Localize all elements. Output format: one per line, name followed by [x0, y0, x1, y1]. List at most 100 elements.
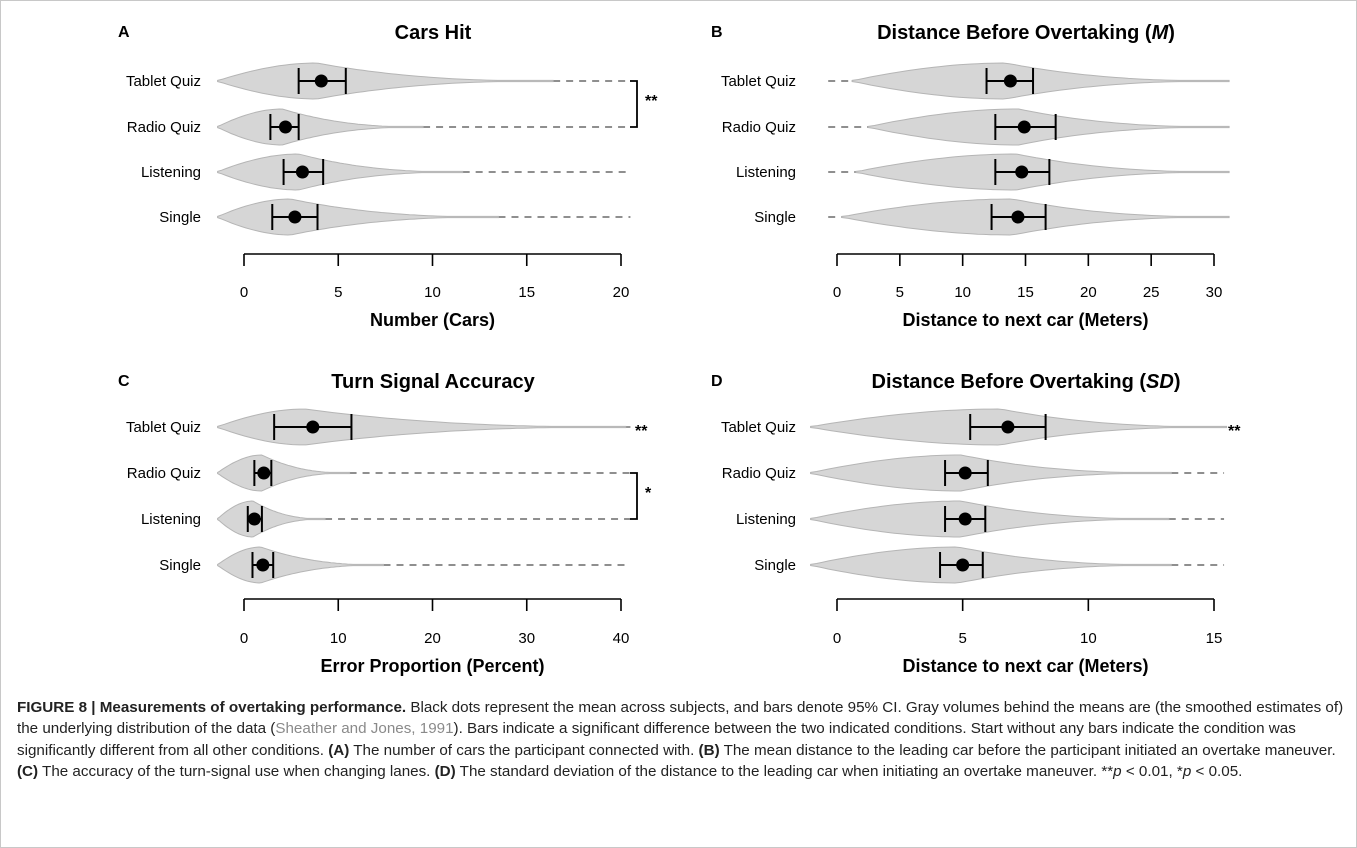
violin-shape [810, 546, 1172, 584]
significance-bracket [630, 472, 638, 520]
row-listening: Listening [141, 500, 631, 538]
category-label: Single [754, 209, 796, 226]
caption-b-label: (B) [698, 741, 720, 759]
caption-b-text: The mean distance to the leading car bef… [719, 741, 1336, 759]
row-listening: Listening [736, 500, 1225, 538]
x-tick-label: 0 [240, 284, 248, 301]
caption-c-text: The accuracy of the turn-signal use when… [38, 763, 435, 781]
x-tick-label: 10 [424, 284, 441, 301]
chart-title-italic: M [1152, 22, 1170, 44]
category-label: Radio Quiz [722, 119, 796, 136]
caption-p-symbol-2: p [1182, 763, 1192, 781]
panel-letter: B [711, 24, 723, 41]
category-label: Tablet Quiz [126, 73, 201, 90]
chart-title-text: Distance Before Overtaking ( [877, 22, 1152, 44]
x-tick-label: 15 [1206, 630, 1223, 647]
violin-shape [217, 500, 326, 538]
mean-point [306, 420, 320, 434]
x-tick-label: 20 [424, 630, 441, 647]
row-tablet-quiz: Tablet Quiz [126, 62, 631, 100]
caption-d-label: (D) [434, 763, 456, 781]
chart-title: Turn Signal Accuracy [331, 371, 535, 393]
category-label: Listening [736, 164, 796, 181]
mean-point [295, 165, 309, 179]
category-label: Radio Quiz [722, 465, 796, 482]
mean-point [256, 558, 270, 572]
row-radio-quiz: Radio Quiz [722, 454, 1225, 492]
row-radio-quiz: Radio Quiz [127, 108, 631, 146]
row-radio-quiz: Radio Quiz [127, 454, 631, 492]
category-label: Tablet Quiz [721, 73, 796, 90]
mean-point [288, 210, 302, 224]
x-tick-label: 10 [1080, 630, 1097, 647]
x-tick-label: 5 [958, 630, 966, 647]
violin-shape [217, 546, 384, 584]
chart-title-end: ) [1168, 22, 1175, 44]
caption-p-text-2: < 0.05. [1191, 763, 1243, 781]
chart-panel-a: A Cars Hit Tablet Quiz Radio Quiz Listening S… [118, 22, 658, 330]
row-tablet-quiz: Tablet Quiz [721, 408, 1228, 446]
category-label: Single [754, 557, 796, 574]
significance-stars: ** [645, 93, 658, 110]
mean-point [1003, 74, 1017, 88]
row-tablet-quiz: Tablet Quiz [126, 408, 631, 446]
mean-point [958, 466, 972, 480]
x-tick-label: 15 [1017, 284, 1034, 301]
chart-title: Distance Before Overtaking (SD) [872, 371, 1181, 393]
figure-caption: FIGURE 8 | Measurements of overtaking pe… [17, 697, 1347, 783]
chart-title-text: Cars Hit [395, 22, 472, 44]
x-axis-label: Number (Cars) [370, 310, 495, 330]
panel-letter: D [711, 373, 723, 390]
row-single: Single [159, 198, 631, 236]
x-tick-label: 30 [1206, 284, 1223, 301]
caption-reference-link[interactable]: Sheather and Jones, 1991 [275, 720, 454, 738]
chart-title: Distance Before Overtaking (M) [877, 22, 1175, 44]
significance-stars: ** [635, 423, 648, 440]
violin-shape [217, 454, 351, 492]
violin-shape [810, 454, 1172, 492]
category-label: Listening [736, 511, 796, 528]
category-label: Radio Quiz [127, 119, 201, 136]
mean-point [958, 512, 972, 526]
chart-title-text: Distance Before Overtaking ( [872, 371, 1147, 393]
category-label: Single [159, 557, 201, 574]
chart-title: Cars Hit [395, 22, 472, 44]
chart-title-text: Turn Signal Accuracy [331, 371, 535, 393]
chart-title-end: ) [1174, 371, 1181, 393]
row-listening: Listening [736, 153, 1230, 191]
chart-panel-c: C Turn Signal Accuracy Tablet Quiz Radio Qu… [118, 371, 652, 676]
x-tick-label: 40 [613, 630, 630, 647]
category-label: Radio Quiz [127, 465, 201, 482]
violin-shape [851, 62, 1230, 100]
panel-letter: C [118, 373, 130, 390]
chart-title-italic: SD [1146, 371, 1174, 393]
category-label: Single [159, 209, 201, 226]
mean-point [1015, 165, 1029, 179]
mean-point [278, 120, 292, 134]
mean-point [1017, 120, 1031, 134]
row-radio-quiz: Radio Quiz [722, 108, 1230, 146]
caption-p-text-1: < 0.01, * [1121, 763, 1183, 781]
significance-bracket [630, 80, 638, 128]
row-tablet-quiz: Tablet Quiz [721, 62, 1230, 100]
mean-point [1011, 210, 1025, 224]
category-label: Tablet Quiz [721, 419, 796, 436]
caption-text-2: ). Bars indicate a significant differenc… [17, 720, 1296, 759]
x-axis-label: Distance to next car (Meters) [902, 310, 1148, 330]
category-label: Listening [141, 164, 201, 181]
violin-shape [217, 198, 499, 236]
x-tick-label: 15 [518, 284, 535, 301]
x-tick-label: 5 [334, 284, 342, 301]
x-tick-label: 0 [240, 630, 248, 647]
caption-text-1: Black dots represent the mean across sub… [17, 699, 1344, 738]
x-tick-label: 5 [896, 284, 904, 301]
significance-stars: ** [1228, 423, 1241, 440]
x-tick-label: 25 [1143, 284, 1160, 301]
mean-point [257, 466, 271, 480]
x-tick-label: 30 [518, 630, 535, 647]
caption-d-text: The standard deviation of the distance t… [455, 763, 1114, 781]
row-single: Single [159, 546, 631, 584]
significance-stars: * [645, 485, 652, 502]
caption-p-symbol-1: p [1113, 763, 1122, 781]
